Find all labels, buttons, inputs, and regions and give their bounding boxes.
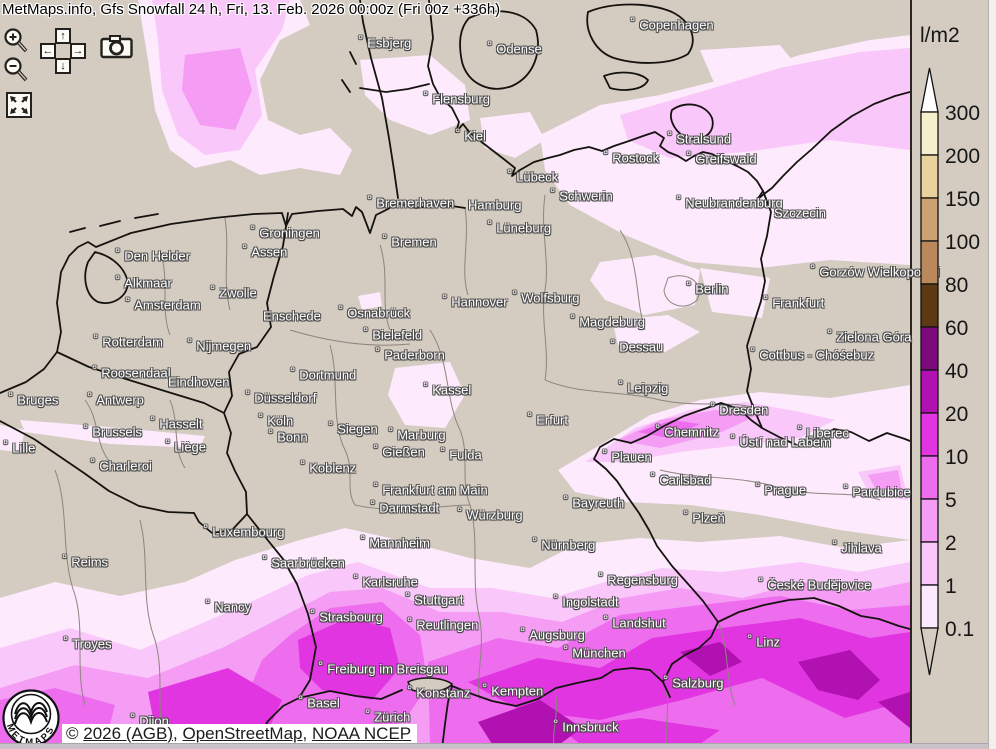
metmaps-logo[interactable]: METMAPS: [1, 688, 61, 749]
legend-tick-label: 20: [945, 403, 968, 426]
vertical-scrollbar[interactable]: [988, 0, 996, 749]
attribution-link[interactable]: 2026 (AGB): [83, 724, 173, 743]
legend-band: [921, 198, 938, 241]
legend-tick-label: 80: [945, 274, 968, 297]
legend-tick-label: 10: [945, 446, 968, 469]
attribution-separator: ,: [302, 724, 311, 743]
legend-band: [921, 241, 938, 284]
legend-tick-label: 60: [945, 317, 968, 340]
legend-band: [921, 284, 938, 327]
pan-up-icon: ↑: [60, 31, 66, 42]
screenshot-button[interactable]: [100, 35, 134, 59]
legend-band: [921, 327, 938, 370]
pan-pad: ↑ ← → ↓: [40, 28, 86, 74]
pan-left-button[interactable]: ←: [40, 43, 56, 59]
legend-tick-label: 5: [945, 489, 957, 512]
attribution-link[interactable]: NOAA NCEP: [312, 724, 411, 743]
pan-up-button[interactable]: ↑: [55, 28, 71, 44]
legend-band: [921, 585, 938, 628]
fullscreen-icon: [8, 94, 30, 116]
legend-arrow-top: [921, 68, 938, 112]
zoom-out-button[interactable]: [3, 56, 31, 84]
zoom-in-icon: [3, 27, 31, 55]
pan-down-icon: ↓: [60, 61, 66, 72]
legend-band: [921, 370, 938, 413]
legend-band: [921, 542, 938, 585]
pan-right-button[interactable]: →: [70, 43, 86, 59]
map-viewport[interactable]: [0, 0, 912, 749]
snowfall-map: [0, 0, 912, 749]
legend-band: [921, 413, 938, 456]
legend-tick-label: 300: [945, 102, 980, 125]
camera-icon: [100, 35, 134, 59]
pan-down-button[interactable]: ↓: [55, 58, 71, 74]
legend-band: [921, 456, 938, 499]
legend-band: [921, 112, 938, 155]
map-title: MetMaps.info, Gfs Snowfall 24 h, Fri, 13…: [2, 1, 500, 18]
legend-tick-label: 1: [945, 575, 957, 598]
horizontal-scrollbar[interactable]: [0, 743, 988, 749]
attribution-link[interactable]: OpenStreetMap: [182, 724, 302, 743]
attribution-prefix: ©: [66, 724, 83, 743]
legend-tick-label: 40: [945, 360, 968, 383]
pan-right-icon: →: [73, 46, 84, 57]
legend: l/m2 300 200 150 100 80 60 40 20 10 5 2 1 0.1: [912, 0, 996, 749]
pan-left-icon: ←: [43, 46, 54, 57]
legend-scale: l/m2 300 200 150 100 80 60 40 20 10 5 2 1 0.1: [912, 0, 996, 749]
legend-band: [921, 155, 938, 198]
fullscreen-button[interactable]: [6, 92, 32, 118]
legend-arrow-bottom: [921, 628, 938, 675]
legend-tick-label: 2: [945, 532, 957, 555]
legend-tick-label: 100: [945, 231, 980, 254]
legend-tick-label: 0.1: [945, 618, 974, 641]
zoom-in-button[interactable]: [3, 27, 31, 55]
metmaps-weather-map-app: °Esbjerg°Odense°Copenhagen°Flensburg°Kie…: [0, 0, 996, 749]
legend-tick-label: 200: [945, 145, 980, 168]
legend-tick-label: 150: [945, 188, 980, 211]
legend-unit-label: l/m2: [920, 24, 960, 47]
zoom-out-icon: [3, 56, 31, 84]
legend-band: [921, 499, 938, 542]
